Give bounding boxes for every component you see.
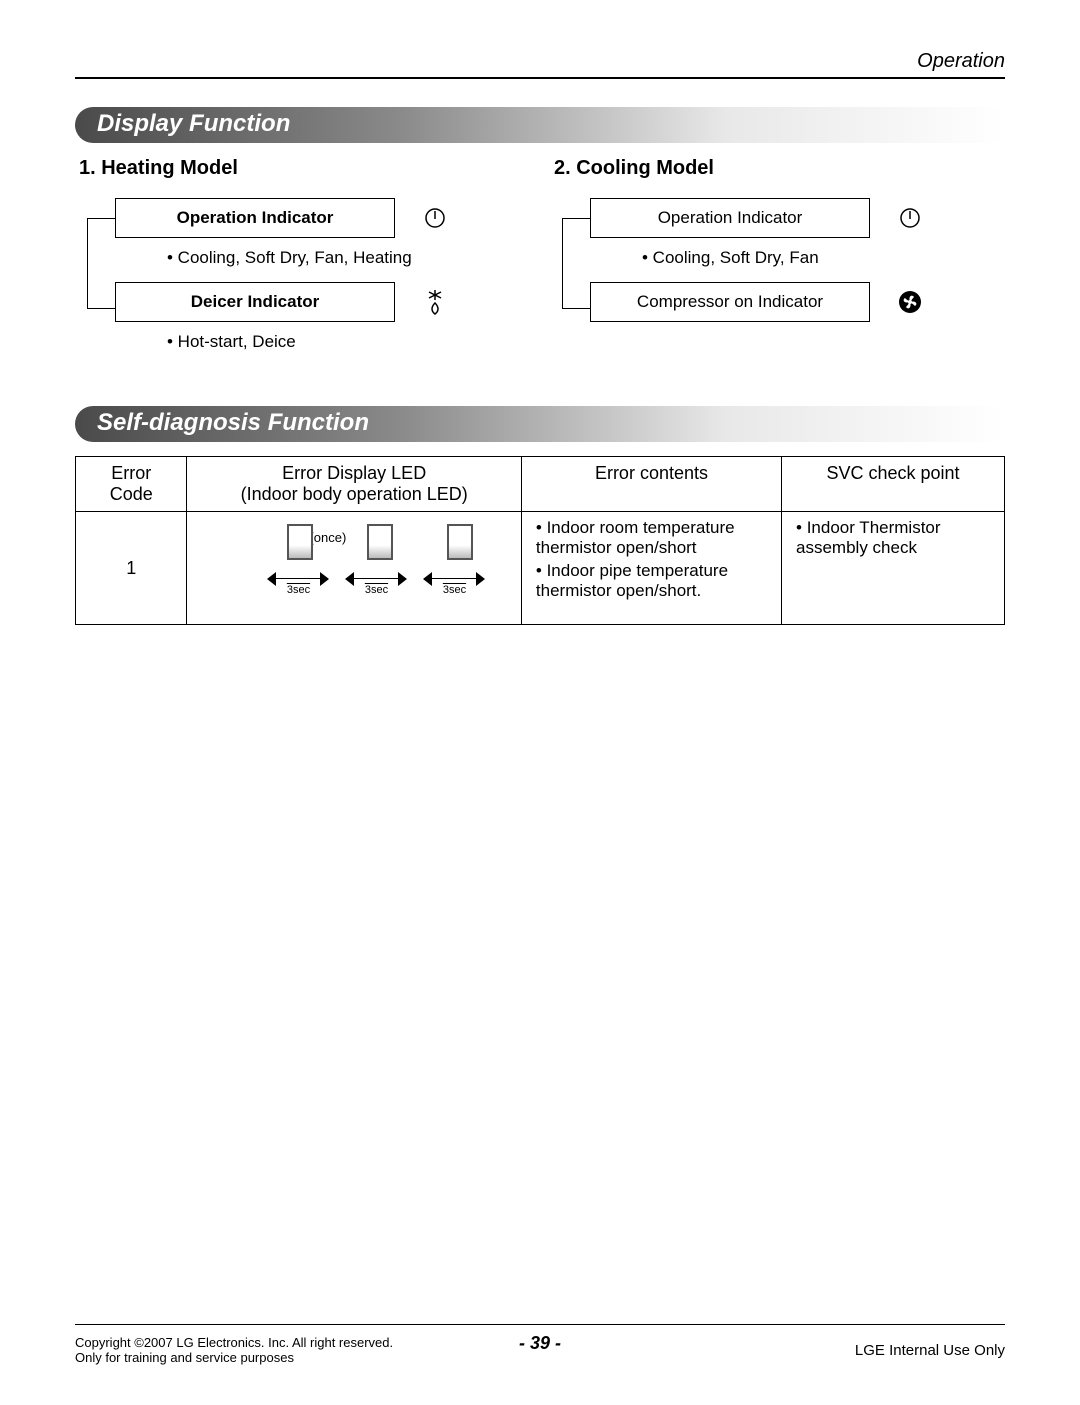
- power-icon: [890, 198, 930, 238]
- table-row: 1 (once) 3sec 3sec: [76, 512, 1005, 625]
- cooling-operation-row: Operation Indicator: [590, 198, 1005, 238]
- section-bar-self-diagnosis: Self-diagnosis Function: [75, 406, 1005, 442]
- deicer-note: • Hot-start, Deice: [167, 332, 530, 352]
- section-title: Display Function: [97, 110, 290, 138]
- led-block-icon: [367, 524, 393, 560]
- once-label: (once): [309, 530, 346, 545]
- section-bar-display-function: Display Function: [75, 107, 1005, 143]
- led-block-icon: [447, 524, 473, 560]
- interval-arrow-icon: 3sec: [423, 572, 485, 586]
- bracket-line: [562, 218, 563, 308]
- heating-model-col: 1. Heating Model Operation Indicator • C…: [75, 157, 530, 366]
- col-contents: Error contents: [521, 457, 781, 512]
- error-contents-cell: • Indoor room temperature thermistor ope…: [521, 512, 781, 625]
- svc-cell: • Indoor Thermistor assembly check: [782, 512, 1005, 625]
- interval-arrow-icon: 3sec: [345, 572, 407, 586]
- svc-item: • Indoor Thermistor assembly check: [796, 518, 994, 558]
- operation-indicator-box: Operation Indicator: [115, 198, 395, 238]
- interval-label: 3sec: [345, 584, 407, 596]
- purpose-text: Only for training and service purposes: [75, 1350, 393, 1365]
- deicer-indicator-box: Deicer Indicator: [115, 282, 395, 322]
- interval-label: 3sec: [423, 584, 485, 596]
- display-function-columns: 1. Heating Model Operation Indicator • C…: [75, 157, 1005, 366]
- bracket-line: [87, 218, 88, 308]
- header-section-label: Operation: [75, 50, 1005, 79]
- col-led: Error Display LED (Indoor body operation…: [187, 457, 521, 512]
- operation-note: • Cooling, Soft Dry, Fan, Heating: [167, 248, 530, 268]
- led-block-icon: [287, 524, 313, 560]
- interval-arrow-icon: 3sec: [267, 572, 329, 586]
- footer-right: LGE Internal Use Only: [855, 1342, 1005, 1359]
- error-content-item: • Indoor room temperature thermistor ope…: [536, 518, 771, 558]
- cooling-model-col: 2. Cooling Model Operation Indicator • C…: [550, 157, 1005, 366]
- error-content-item: • Indoor pipe temperature thermistor ope…: [536, 561, 771, 601]
- cooling-operation-box: Operation Indicator: [590, 198, 870, 238]
- col-svc: SVC check point: [782, 457, 1005, 512]
- page-number: - 39 -: [519, 1333, 561, 1354]
- copyright-text: Copyright ©2007 LG Electronics. Inc. All…: [75, 1335, 393, 1350]
- heating-heading: 1. Heating Model: [79, 157, 530, 180]
- cooling-heading: 2. Cooling Model: [554, 157, 1005, 180]
- col-error-code: Error Code: [76, 457, 187, 512]
- power-icon: [415, 198, 455, 238]
- self-diagnosis-table: Error Code Error Display LED (Indoor bod…: [75, 456, 1005, 625]
- section-title: Self-diagnosis Function: [97, 409, 369, 437]
- defrost-icon: [415, 282, 455, 322]
- bracket-line: [87, 308, 115, 309]
- cooling-operation-note: • Cooling, Soft Dry, Fan: [642, 248, 1005, 268]
- fan-icon: [890, 282, 930, 322]
- footer-left: Copyright ©2007 LG Electronics. Inc. All…: [75, 1335, 393, 1365]
- deicer-indicator-row: Deicer Indicator: [115, 282, 530, 322]
- page-footer: Copyright ©2007 LG Electronics. Inc. All…: [75, 1324, 1005, 1365]
- led-cell: (once) 3sec 3sec: [187, 512, 521, 625]
- bracket-line: [562, 218, 590, 219]
- compressor-indicator-box: Compressor on Indicator: [590, 282, 870, 322]
- compressor-indicator-row: Compressor on Indicator: [590, 282, 1005, 322]
- bracket-line: [87, 218, 115, 219]
- bracket-line: [562, 308, 590, 309]
- error-code-cell: 1: [76, 512, 187, 625]
- operation-indicator-row: Operation Indicator: [115, 198, 530, 238]
- interval-label: 3sec: [267, 584, 329, 596]
